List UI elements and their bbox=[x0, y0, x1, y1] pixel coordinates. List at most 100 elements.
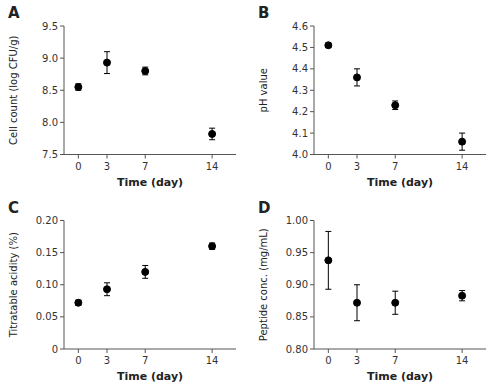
y-tick-label: 0.80 bbox=[286, 344, 308, 355]
error-cap bbox=[392, 291, 398, 292]
x-tick bbox=[328, 155, 329, 159]
x-axis-label: Time (day) bbox=[367, 370, 433, 383]
y-tick bbox=[310, 252, 314, 253]
y-tick-label: 0.95 bbox=[286, 247, 308, 258]
y-tick-label: 0.85 bbox=[286, 311, 308, 322]
x-tick bbox=[462, 155, 463, 159]
marks bbox=[75, 52, 216, 140]
y-tick-label: 7.5 bbox=[42, 149, 58, 160]
x-tick bbox=[357, 349, 358, 353]
point bbox=[354, 299, 361, 306]
y-tick-label: 0.05 bbox=[36, 311, 58, 322]
x-tick-label: 14 bbox=[206, 161, 219, 172]
y-tick-label: 4.0 bbox=[292, 149, 308, 160]
point bbox=[209, 130, 216, 137]
error-cap bbox=[392, 314, 398, 315]
y-tick bbox=[310, 68, 314, 69]
x-tick-label: 7 bbox=[142, 161, 148, 172]
x-tick-label: 14 bbox=[456, 161, 469, 172]
x-tick-label: 7 bbox=[142, 355, 148, 366]
x-tick bbox=[78, 155, 79, 159]
error-cap bbox=[104, 295, 110, 296]
x-tick-label: 3 bbox=[104, 355, 110, 366]
y-tick bbox=[310, 316, 314, 317]
point bbox=[459, 292, 466, 299]
error-cap bbox=[354, 85, 360, 86]
y-tick bbox=[310, 349, 314, 350]
x-tick-label: 14 bbox=[206, 355, 219, 366]
error-cap bbox=[325, 289, 331, 290]
error-bar bbox=[75, 300, 81, 305]
y-tick-label: 9.0 bbox=[42, 53, 58, 64]
x-tick bbox=[462, 349, 463, 353]
x-tick-label: 7 bbox=[392, 161, 398, 172]
x-tick-label: 0 bbox=[325, 355, 331, 366]
y-tick bbox=[310, 284, 314, 285]
x-axis-label: Time (day) bbox=[367, 176, 433, 189]
x-tick-label: 14 bbox=[456, 355, 469, 366]
point bbox=[142, 268, 149, 275]
x-tick-label: 0 bbox=[75, 161, 81, 172]
x-tick bbox=[145, 349, 146, 353]
y-tick-label: 4.1 bbox=[292, 128, 308, 139]
panel: B4.04.14.24.34.44.54.603714Time (day)pH … bbox=[258, 4, 486, 189]
point bbox=[142, 67, 149, 74]
panel-label: C bbox=[8, 199, 19, 217]
y-tick-label: 0.20 bbox=[36, 215, 58, 226]
y-tick-label: 0 bbox=[52, 344, 58, 355]
y-tick bbox=[60, 284, 64, 285]
y-tick bbox=[60, 252, 64, 253]
y-tick bbox=[310, 111, 314, 112]
error-bar bbox=[325, 231, 331, 289]
panel: A7.58.08.59.09.503714Time (day)Cell coun… bbox=[8, 4, 236, 189]
error-bar bbox=[459, 133, 465, 150]
x-tick bbox=[395, 349, 396, 353]
point bbox=[392, 102, 399, 109]
y-tick-label: 4.2 bbox=[292, 106, 308, 117]
y-axis-label: Titratable acidity (%) bbox=[8, 232, 19, 338]
point bbox=[75, 84, 82, 91]
marks bbox=[325, 231, 466, 320]
x-tick-label: 3 bbox=[354, 161, 360, 172]
error-cap bbox=[325, 231, 331, 232]
error-cap bbox=[209, 128, 215, 129]
point bbox=[209, 243, 216, 250]
error-cap bbox=[354, 320, 360, 321]
y-tick-label: 4.4 bbox=[292, 63, 308, 74]
y-tick bbox=[310, 90, 314, 91]
x-tick bbox=[107, 349, 108, 353]
error-cap bbox=[104, 73, 110, 74]
y-tick bbox=[60, 316, 64, 317]
y-axis-label: pH value bbox=[258, 68, 269, 112]
y-axis-line bbox=[64, 221, 65, 350]
error-cap bbox=[142, 278, 148, 279]
y-tick-label: 1.00 bbox=[286, 215, 308, 226]
x-axis-line bbox=[64, 154, 236, 155]
marks bbox=[75, 243, 216, 307]
y-tick-label: 4.6 bbox=[292, 21, 308, 32]
error-cap bbox=[104, 282, 110, 283]
x-tick-label: 7 bbox=[392, 355, 398, 366]
x-tick bbox=[212, 349, 213, 353]
y-tick bbox=[310, 133, 314, 134]
point bbox=[104, 286, 111, 293]
y-axis-line bbox=[64, 26, 65, 155]
error-cap bbox=[459, 300, 465, 301]
error-bar bbox=[104, 283, 110, 296]
y-tick-label: 0.10 bbox=[36, 279, 58, 290]
y-tick-label: 4.3 bbox=[292, 85, 308, 96]
error-cap bbox=[459, 290, 465, 291]
error-bar bbox=[354, 69, 360, 86]
error-cap bbox=[459, 133, 465, 134]
y-tick bbox=[310, 220, 314, 221]
point bbox=[354, 74, 361, 81]
error-bar bbox=[209, 128, 215, 140]
x-tick bbox=[78, 349, 79, 353]
point bbox=[75, 299, 82, 306]
y-tick-label: 8.0 bbox=[42, 117, 58, 128]
y-tick-label: 0.90 bbox=[286, 279, 308, 290]
y-tick bbox=[310, 154, 314, 155]
y-tick-label: 9.5 bbox=[42, 21, 58, 32]
x-tick bbox=[357, 155, 358, 159]
x-tick-label: 0 bbox=[325, 161, 331, 172]
